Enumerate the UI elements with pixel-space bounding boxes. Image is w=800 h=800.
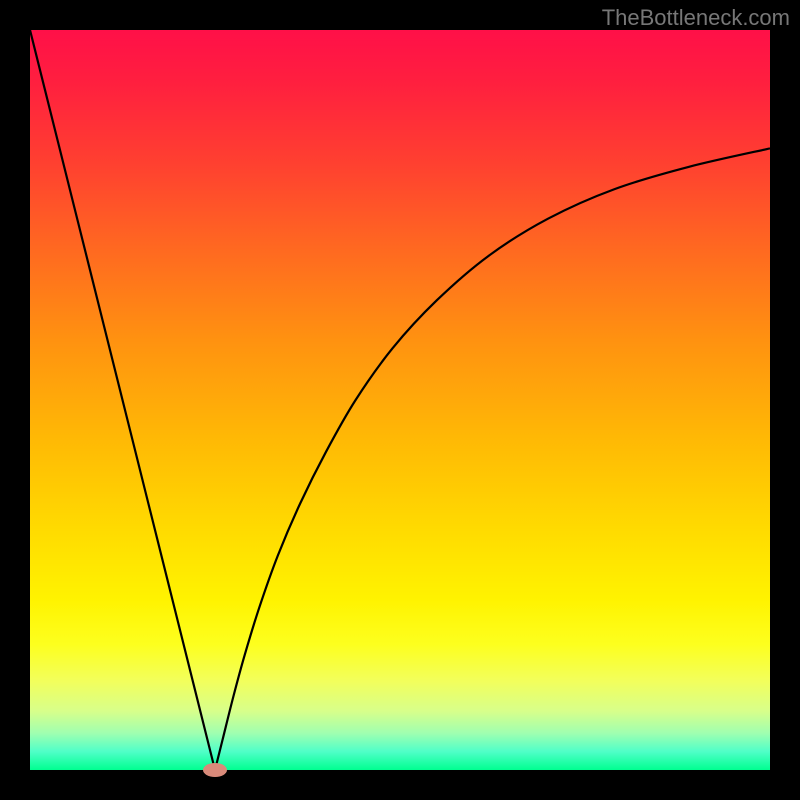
minimum-marker	[203, 763, 227, 777]
plot-area	[30, 30, 770, 770]
curve-line	[30, 30, 770, 770]
watermark-text: TheBottleneck.com	[602, 5, 790, 31]
chart-container: TheBottleneck.com	[0, 0, 800, 800]
